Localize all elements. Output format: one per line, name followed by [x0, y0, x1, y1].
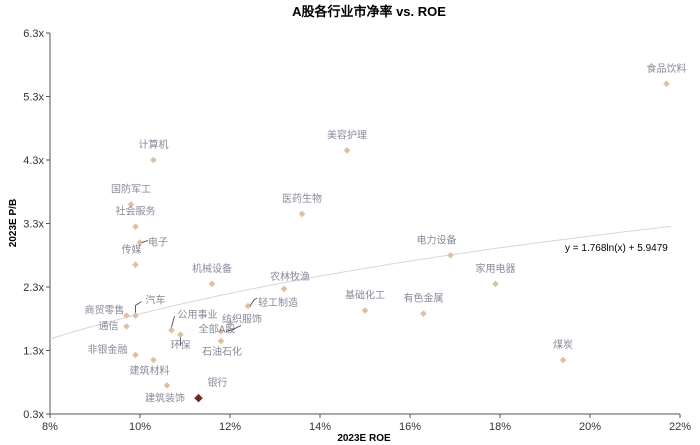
point-label: 有色金属 [404, 292, 444, 305]
leader-line [135, 301, 142, 313]
point-label: 机械设备 [192, 262, 232, 275]
point-label: 建筑装饰 [145, 391, 185, 404]
x-tick-label: 14% [309, 421, 331, 433]
data-point [177, 331, 184, 338]
x-tick-label: 10% [129, 421, 151, 433]
data-point [217, 337, 225, 345]
data-point [663, 80, 670, 88]
axes: 8% 10% 12% 14% 16% 18% 20% 22% 0.3x 1.3x 2.3x 3.3x 4… [23, 28, 691, 433]
data-point [132, 312, 139, 319]
y-tick-label: 3.3x [23, 219, 44, 231]
point-label: 传媒 [122, 244, 142, 256]
data-point [132, 351, 139, 359]
leader-line [171, 316, 175, 328]
x-axis-title: 2023E ROE [337, 433, 391, 444]
data-point [127, 201, 135, 208]
data-point [492, 280, 499, 288]
trendline-equation: y = 1.768ln(x) + 5.9479 [565, 243, 668, 254]
y-tick-label: 5.3x [23, 92, 44, 104]
point-label: 纺织服饰 [222, 313, 262, 326]
data-point [343, 147, 351, 154]
data-point [226, 319, 234, 326]
y-tick-label: 1.3x [23, 346, 44, 358]
point-label: 农林牧渔 [270, 270, 310, 283]
data-point [150, 156, 157, 164]
point-label: 商贸零售 [85, 304, 125, 317]
point-label: 电力设备 [417, 233, 457, 246]
data-point [217, 328, 225, 335]
data-point [280, 285, 288, 293]
point-label: 非银金融 [88, 343, 128, 356]
point-label: 石油石化 [202, 345, 242, 358]
data-point [194, 393, 203, 403]
y-tick-label: 4.3x [23, 155, 44, 167]
point-label: 汽车 [146, 294, 166, 307]
data-point [168, 326, 175, 334]
data-point [244, 302, 252, 310]
y-tick-label: 0.3x [23, 409, 44, 421]
data-point [208, 280, 216, 288]
x-tick-label: 16% [399, 421, 421, 433]
x-tick-label: 22% [669, 421, 691, 433]
trendline-layer: y = 1.768ln(x) + 5.9479 [49, 225, 672, 340]
data-point [420, 310, 427, 317]
data-point [150, 356, 157, 364]
point-label: 通信 [99, 320, 119, 332]
x-tick-label: 8% [42, 421, 58, 433]
data-point [361, 307, 369, 314]
point-label: 公用事业 [178, 308, 218, 321]
point-label: 银行 [208, 376, 228, 389]
point-label: 美容护理 [327, 128, 367, 141]
point-label: 社会服务 [116, 205, 156, 218]
x-tick-label: 20% [579, 421, 601, 433]
leader-line [225, 325, 242, 332]
trendline [49, 225, 672, 340]
y-tick-label: 2.3x [23, 282, 44, 294]
leader-line [141, 240, 149, 243]
points-layer [123, 80, 670, 403]
point-label: 基础化工 [345, 288, 385, 301]
point-label: 国防军工 [111, 182, 151, 195]
point-label: 医药生物 [282, 192, 322, 205]
data-point [163, 382, 171, 389]
point-label: 轻工制造 [258, 296, 298, 309]
point-label: 食品饮料 [647, 62, 687, 75]
point-label: 建筑材料 [130, 364, 170, 377]
data-point [123, 323, 130, 330]
point-label: 煤炭 [553, 338, 573, 351]
data-point [136, 239, 144, 246]
leader-line [249, 297, 258, 307]
data-point [559, 356, 567, 364]
data-point [447, 251, 454, 259]
chart-title: A股各行业市净率 vs. ROE [292, 4, 446, 19]
point-label: 家用电器 [476, 262, 516, 275]
data-point [123, 312, 130, 319]
x-tick-label: 12% [219, 421, 241, 433]
y-tick-label: 6.3x [23, 28, 44, 40]
x-tick-label: 18% [489, 421, 511, 433]
data-point [132, 223, 139, 230]
point-label: 电子 [148, 236, 168, 249]
data-point [298, 210, 306, 218]
point-label: 计算机 [139, 138, 169, 151]
point-label: 全部A股 [199, 322, 236, 335]
y-axis-title: 2023E P/B [8, 199, 19, 247]
data-point [132, 261, 139, 269]
